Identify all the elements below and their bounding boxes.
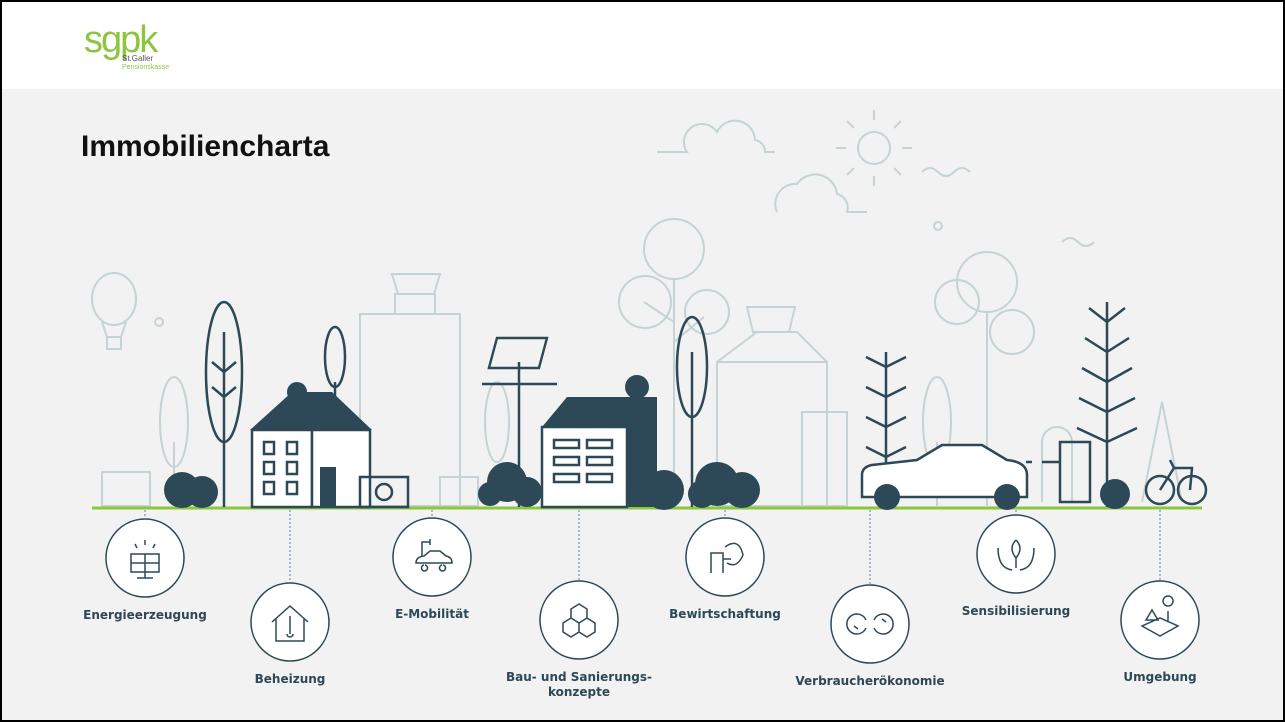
topic-label: Beheizung bbox=[255, 672, 326, 686]
topic-icon-circle bbox=[393, 518, 471, 596]
topic-label: konzepte bbox=[548, 685, 610, 699]
topic-label: Verbraucherökonomie bbox=[795, 674, 944, 688]
topic-list: Energieerzeugung Beheizung E-Mobilität Bau-… bbox=[83, 510, 1199, 699]
topic-label: E-Mobilität bbox=[395, 607, 469, 621]
topic-label: Energieerzeugung bbox=[83, 608, 207, 622]
topic-label: Bau- und Sanierungs- bbox=[506, 670, 652, 684]
topic-label: Umgebung bbox=[1123, 670, 1196, 684]
topic-icon-circle bbox=[977, 515, 1055, 593]
topic-icon-circle bbox=[686, 518, 764, 596]
topic-label: Sensibilisierung bbox=[962, 604, 1071, 618]
illustration: Energieerzeugung Beheizung E-Mobilität Bau-… bbox=[2, 2, 1283, 720]
topic-icon-circle bbox=[831, 585, 909, 663]
topic-icon-circle bbox=[1121, 581, 1199, 659]
topic-icon-circle bbox=[540, 581, 618, 659]
slide: sgpk St.Galler Pensionskasse Immobilienc… bbox=[0, 0, 1285, 722]
topic-label: Bewirtschaftung bbox=[669, 607, 781, 621]
